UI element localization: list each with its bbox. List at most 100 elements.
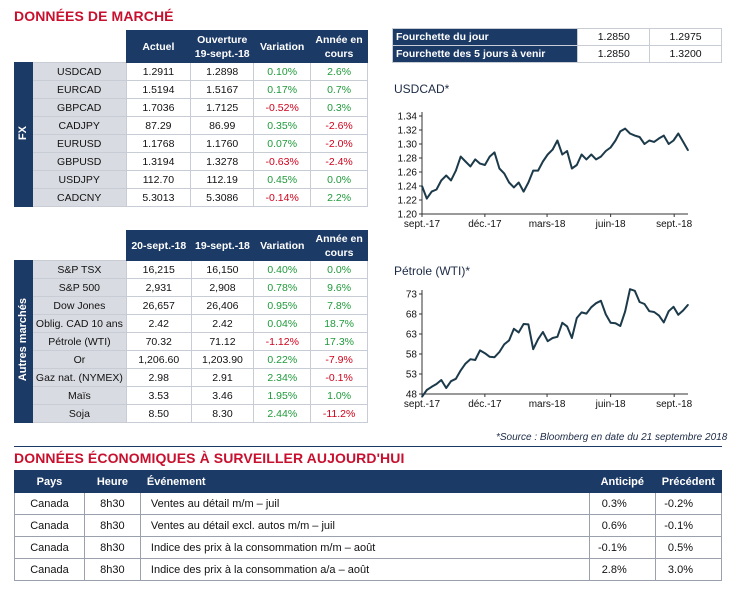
other-label: S&P TSX xyxy=(31,260,127,279)
fx-open-value: 1.5167 xyxy=(190,80,255,99)
data-point xyxy=(508,181,510,184)
y-tick-label: 73 xyxy=(406,290,418,301)
data-point xyxy=(571,167,573,170)
data-point xyxy=(445,387,447,389)
data-point xyxy=(430,386,433,388)
y-tick-label: 68 xyxy=(406,310,418,321)
range-label: Fourchette du jour xyxy=(391,28,579,46)
x-tick-label: mars-18 xyxy=(529,219,566,230)
other-open-value: 3.46 xyxy=(190,386,255,405)
eco-header-precedent: Précédent xyxy=(654,470,723,493)
other-current-value: 70.32 xyxy=(125,332,192,351)
fx-label: USDCAD xyxy=(31,62,127,81)
other-ytd-value: 1.0% xyxy=(310,386,368,405)
fx-header-ouverture: Ouverture 19-sept.-18 xyxy=(190,30,255,63)
eco-previous: -0.2% xyxy=(654,492,723,515)
data-point xyxy=(571,337,573,339)
fx-variation-value: 0.07% xyxy=(253,134,312,153)
data-point xyxy=(624,127,626,130)
x-tick-label: déc.-17 xyxy=(468,219,502,230)
fx-ytd-value: 2.2% xyxy=(310,188,368,207)
eco-country: Canada xyxy=(14,558,85,581)
data-point xyxy=(488,155,491,158)
other-label: Gaz nat. (NYMEX) xyxy=(31,368,127,387)
other-row: S&P 500 2,931 2,908 0.78% 9.6% xyxy=(15,278,368,297)
data-point xyxy=(484,164,486,166)
data-point xyxy=(513,328,515,330)
fx-variation-value: -0.63% xyxy=(253,152,312,171)
data-point xyxy=(546,153,549,156)
data-point xyxy=(498,351,501,353)
data-point xyxy=(508,339,510,342)
other-open-value: 2.42 xyxy=(190,314,255,333)
fx-row: EURCAD 1.5194 1.5167 0.17% 0.7% xyxy=(15,80,368,99)
x-tick-label: déc.-17 xyxy=(468,399,502,410)
other-variation-value: 0.22% xyxy=(253,350,312,369)
data-point xyxy=(469,358,472,360)
data-point xyxy=(450,179,452,182)
other-label: S&P 500 xyxy=(31,278,127,297)
other-row: Pétrole (WTI) 70.32 71.12 -1.12% 17.3% xyxy=(15,332,368,351)
fx-side-text: FX xyxy=(17,125,30,141)
y-tick-label: 1.34 xyxy=(398,112,418,123)
eco-event: Ventes au détail m/m – juil xyxy=(139,492,590,515)
data-point xyxy=(672,306,675,308)
other-row: Maïs 3.53 3.46 1.95% 1.0% xyxy=(15,386,368,405)
data-point xyxy=(469,165,472,168)
data-point xyxy=(566,325,568,328)
other-label: Soja xyxy=(31,404,127,423)
other-header-annee: Année en cours xyxy=(310,230,368,261)
fx-row: USDJPY 112.70 112.19 0.45% 0.0% xyxy=(15,170,368,189)
other-current-value: 2.98 xyxy=(125,368,192,387)
data-point xyxy=(667,143,670,145)
data-point xyxy=(590,153,593,156)
other-variation-value: 0.95% xyxy=(253,296,312,315)
eco-header-pays: Pays xyxy=(14,470,85,493)
data-point xyxy=(426,197,428,200)
data-point xyxy=(517,181,520,184)
fx-variation-value: -0.14% xyxy=(253,188,312,207)
fx-open-value: 1.7125 xyxy=(190,98,255,117)
fx-label: CADJPY xyxy=(31,116,127,135)
data-point xyxy=(464,362,467,365)
oil-chart: 48 53 58 63 68 73 sept.-17 déc.-17 mars-18 juin-1… xyxy=(404,288,693,410)
fx-row: CADCNY 5.3013 5.3086 -0.14% 2.2% xyxy=(15,188,368,207)
economic-data-title: DONNÉES ÉCONOMIQUES À SURVEILLER AUJOURD… xyxy=(14,450,405,466)
x-tick-label: sept.-18 xyxy=(656,219,693,230)
eco-header-anticipe: Anticipé xyxy=(588,470,656,493)
data-point xyxy=(459,155,462,158)
series-line xyxy=(421,288,689,398)
other-open-value: 2.91 xyxy=(190,368,255,387)
fx-current-value: 1.7036 xyxy=(125,98,192,117)
data-point xyxy=(643,143,646,145)
x-tick-label: mars-18 xyxy=(529,399,566,410)
data-point xyxy=(455,169,457,172)
eco-country: Canada xyxy=(14,514,85,537)
other-row: Dow Jones 26,657 26,406 0.95% 7.8% xyxy=(15,296,368,315)
other-side-text: Autres marchés xyxy=(17,298,30,382)
eco-previous: 3.0% xyxy=(654,558,723,581)
data-point xyxy=(609,322,612,324)
data-point xyxy=(600,300,602,302)
usdcad-chart: 1.20 1.22 1.24 1.26 1.28 1.30 1.32 1.34 sept.-17… xyxy=(398,112,693,231)
y-tick-label: 1.26 xyxy=(398,168,418,179)
data-point xyxy=(629,288,631,290)
market-data-title: DONNÉES DE MARCHÉ xyxy=(14,8,174,24)
eco-header-heure: Heure xyxy=(83,470,141,493)
data-point xyxy=(522,323,525,325)
y-tick-label: 48 xyxy=(406,390,418,401)
fx-label: USDJPY xyxy=(31,170,127,189)
fx-table: Actuel Ouverture 19-sept.-18 Variation A… xyxy=(14,30,368,207)
other-current-value: 3.53 xyxy=(125,386,192,405)
data-point xyxy=(576,164,578,166)
data-point xyxy=(634,134,636,137)
range-row: Fourchette du jour 1.2850 1.2975 xyxy=(391,28,722,46)
x-tick-label: juin-18 xyxy=(595,219,626,230)
y-tick-label: 1.24 xyxy=(398,182,418,193)
data-point xyxy=(450,380,452,382)
data-point xyxy=(513,186,515,189)
data-point xyxy=(561,322,564,324)
other-open-value: 2,908 xyxy=(190,278,255,297)
fx-label: GBPCAD xyxy=(31,98,127,117)
other-row: Soja 8.50 8.30 2.44% -11.2% xyxy=(15,404,368,423)
